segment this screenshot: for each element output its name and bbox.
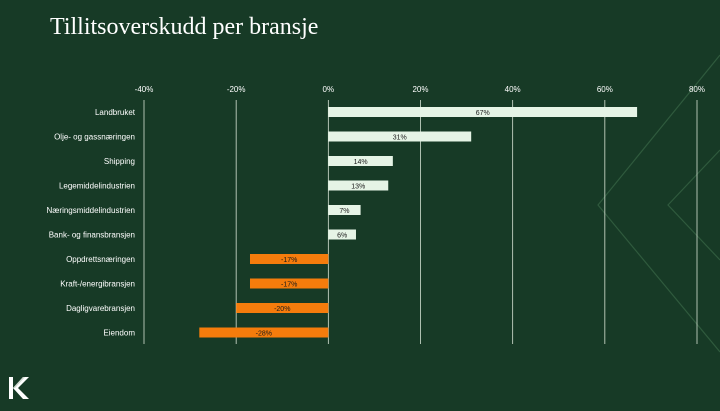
data-label: 7% (339, 208, 349, 215)
category-label: Oppdrettsnæringen (66, 255, 135, 264)
category-label: Legemiddelindustrien (59, 182, 135, 191)
data-label: 13% (351, 183, 365, 190)
category-label: Dagligvarebransjen (66, 304, 135, 313)
x-tick-label: 80% (689, 85, 705, 94)
bar (236, 303, 329, 313)
data-label: -17% (281, 257, 297, 264)
x-tick-label: -40% (135, 85, 154, 94)
k-logo-icon (9, 377, 29, 399)
category-label: Landbruket (95, 108, 136, 117)
bar (249, 254, 329, 264)
data-label: 14% (354, 159, 368, 166)
bar (199, 327, 329, 338)
category-label: Shipping (104, 157, 135, 166)
category-label: Olje- og gassnæringen (54, 133, 135, 142)
data-label: -17% (281, 281, 297, 288)
category-label: Eiendom (103, 329, 135, 338)
bar (249, 278, 329, 289)
data-label: 31% (393, 134, 407, 141)
x-tick-label: 40% (505, 85, 521, 94)
slide-title: Tillitsoverskudd per bransje (50, 14, 319, 40)
x-tick-label: -20% (227, 85, 246, 94)
data-label: 6% (337, 232, 347, 239)
data-label: 67% (476, 110, 490, 117)
bar (328, 107, 638, 117)
x-tick-label: 20% (412, 85, 428, 94)
data-label: -20% (274, 306, 290, 313)
bar (328, 131, 472, 142)
x-tick-label: 0% (323, 85, 335, 94)
category-label: Næringsmiddelindustrien (47, 206, 135, 215)
data-label: -28% (256, 330, 272, 337)
bar (328, 180, 389, 191)
x-tick-label: 60% (597, 85, 613, 94)
bar (328, 205, 361, 215)
category-label: Kraft-/energibransjen (60, 280, 135, 289)
bar (328, 229, 356, 240)
category-label: Bank- og finansbransjen (49, 231, 135, 240)
bar (328, 156, 393, 166)
